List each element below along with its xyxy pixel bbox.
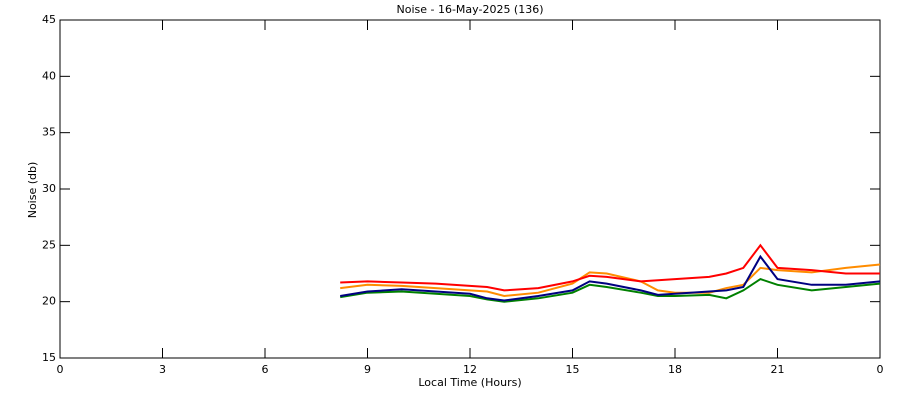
plot-frame [59, 19, 881, 359]
y-tick-label: 40 [42, 69, 56, 82]
x-tick-label: 9 [364, 363, 371, 376]
series-line [340, 254, 881, 302]
x-tick-label: 12 [463, 363, 477, 376]
y-tick-label: 30 [42, 182, 56, 195]
x-tick-label: 18 [668, 363, 682, 376]
series-line [340, 277, 881, 303]
y-tick-label: 45 [42, 13, 56, 26]
x-tick-label: 15 [566, 363, 580, 376]
x-tick-label: 0 [877, 363, 884, 376]
y-tick-label: 20 [42, 295, 56, 308]
y-tick-label: 35 [42, 126, 56, 139]
x-axis-label: Local Time (Hours) [418, 376, 521, 389]
y-axis-label: Noise (db) [26, 162, 39, 219]
x-tick-label: 0 [57, 363, 64, 376]
chart-title: Noise - 16-May-2025 (136) [396, 3, 543, 16]
x-tick-label: 3 [159, 363, 166, 376]
series-line [340, 243, 880, 292]
x-tick-label: 6 [262, 363, 269, 376]
x-tick-label: 21 [771, 363, 785, 376]
y-tick-label: 25 [42, 238, 56, 251]
y-tick-label: 15 [42, 351, 56, 364]
